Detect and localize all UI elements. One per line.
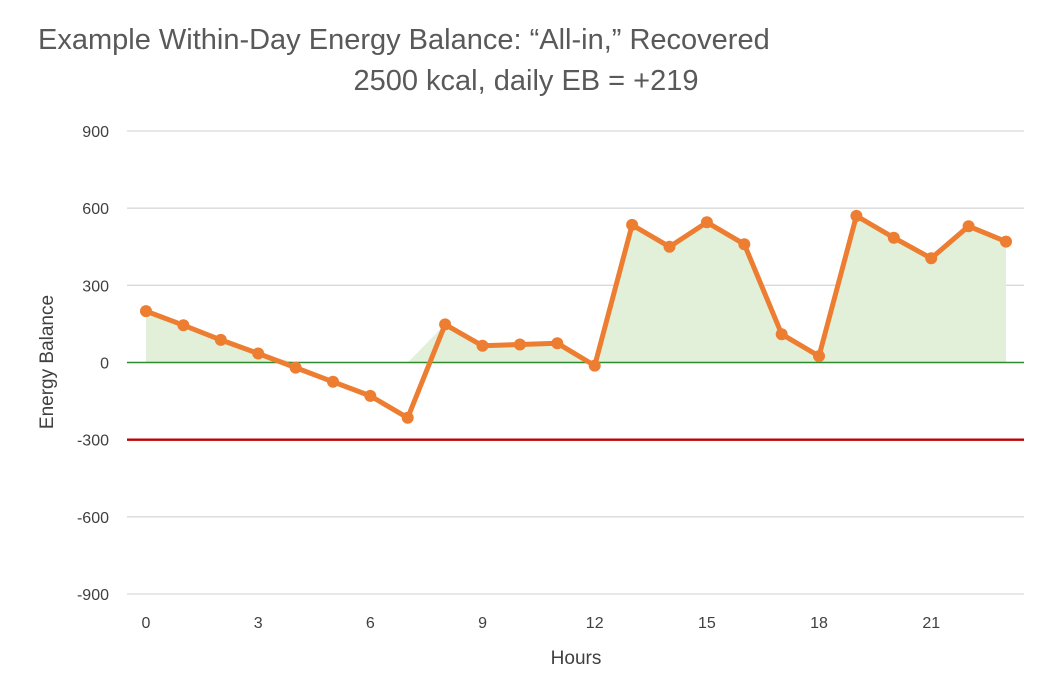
- data-point: [962, 220, 975, 233]
- y-tick-label: -300: [77, 433, 109, 450]
- data-point: [588, 359, 601, 372]
- reference-lines: [127, 361, 1024, 441]
- data-point: [850, 209, 863, 222]
- grid-lines: [127, 130, 1024, 595]
- y-tick-labels: 900 600 300 0 -300 -600 -900: [77, 124, 109, 604]
- data-point: [364, 389, 377, 402]
- data-point: [887, 231, 900, 244]
- x-tick-label: 9: [478, 615, 487, 632]
- x-tick-label: 21: [922, 615, 940, 632]
- data-point: [813, 350, 825, 363]
- data-point: [177, 319, 190, 332]
- positive-area-fill: [146, 215, 1006, 363]
- chart-subtitle: 2500 kcal, daily EB = +219: [353, 65, 698, 97]
- data-point: [551, 337, 564, 350]
- data-point: [925, 252, 938, 265]
- y-tick-label: -900: [77, 587, 109, 604]
- x-tick-label: 15: [698, 615, 716, 632]
- data-point: [289, 361, 302, 374]
- series-polyline: [143, 213, 1009, 421]
- series-line: [143, 213, 1009, 421]
- x-tick-label: 12: [586, 615, 604, 632]
- data-point: [775, 328, 788, 341]
- data-point: [663, 240, 676, 253]
- data-point: [626, 218, 639, 231]
- y-tick-label: 600: [82, 201, 109, 218]
- data-point: [476, 339, 489, 352]
- data-point: [327, 375, 339, 388]
- area-fill: [146, 215, 1006, 363]
- data-points: [140, 209, 1012, 424]
- y-tick-label: 0: [100, 356, 109, 373]
- data-point: [700, 216, 713, 229]
- x-tick-label: 0: [142, 615, 151, 632]
- data-point: [439, 318, 452, 331]
- y-tick-label: 900: [82, 124, 109, 141]
- x-tick-labels: 0 3 6 9 12 15 18 21: [142, 615, 941, 632]
- y-tick-label: -600: [77, 510, 109, 527]
- x-axis-label: Hours: [551, 648, 602, 669]
- data-point: [214, 333, 227, 346]
- data-point: [252, 347, 265, 360]
- data-point: [513, 338, 526, 351]
- x-tick-label: 18: [810, 615, 828, 632]
- y-axis-label: Energy Balance: [37, 295, 58, 429]
- x-tick-label: 3: [254, 615, 263, 632]
- data-point: [738, 238, 751, 251]
- data-point: [1000, 235, 1012, 248]
- x-tick-label: 6: [366, 615, 375, 632]
- y-tick-label: 300: [82, 278, 109, 295]
- data-point: [401, 411, 414, 424]
- chart-title: Example Within-Day Energy Balance: “All-…: [38, 24, 770, 56]
- data-point: [140, 305, 152, 318]
